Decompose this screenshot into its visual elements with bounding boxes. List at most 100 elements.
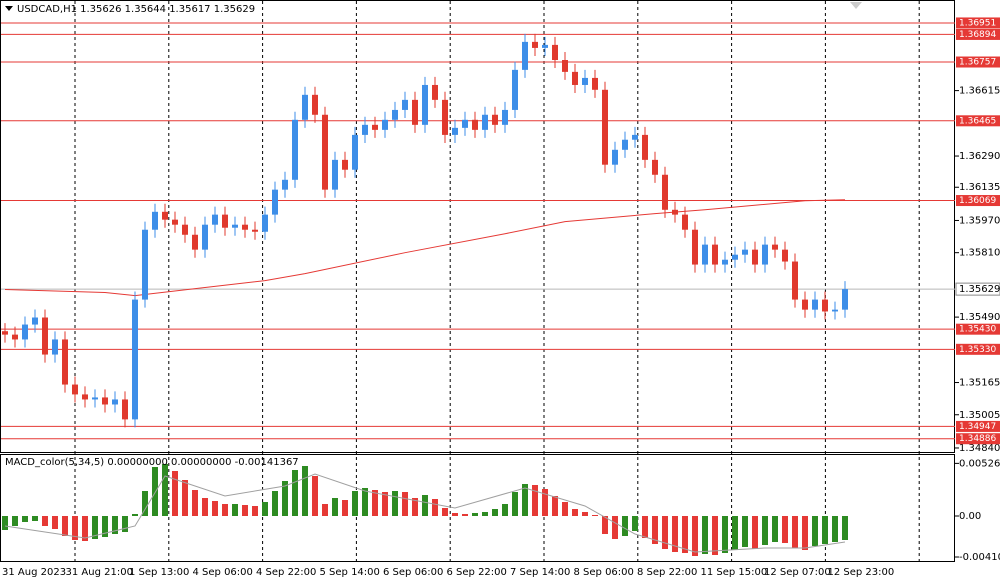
- level-label-box: [956, 56, 1000, 68]
- x-tick-label: 31 Aug 2023: [2, 567, 66, 578]
- level-label: 1.36894: [959, 30, 996, 40]
- candle-body: [62, 339, 68, 385]
- candle-body: [802, 299, 808, 310]
- candle-body: [52, 339, 58, 355]
- candle-body: [72, 384, 78, 395]
- macd-bar: [152, 467, 158, 516]
- x-tick-label: 12 Sep 07:00: [764, 567, 831, 578]
- macd-bar: [132, 514, 138, 516]
- candle-body: [492, 114, 498, 125]
- macd-bar: [832, 516, 838, 542]
- candle-body: [102, 397, 108, 405]
- candle-body: [362, 124, 368, 135]
- current-price-label: 1.35629: [959, 284, 1000, 295]
- macd-bar: [92, 516, 98, 539]
- candle-body: [232, 224, 238, 228]
- level-label: 1.34947: [959, 422, 996, 432]
- macd-bar: [652, 516, 658, 544]
- candle-body: [522, 41, 528, 70]
- macd-y-tick-label: -0.0041014: [959, 552, 1000, 563]
- macd-bar: [762, 516, 768, 545]
- candle-body: [742, 249, 748, 255]
- candle-body: [562, 59, 568, 72]
- macd-bar: [102, 516, 108, 537]
- x-tick-label: 8 Sep 22:00: [637, 567, 697, 578]
- macd-bar: [752, 516, 758, 549]
- macd-bar: [282, 481, 288, 516]
- y-tick-label: 1.36135: [959, 182, 1000, 193]
- macd-bar: [542, 489, 548, 516]
- candle-body: [542, 44, 548, 48]
- x-tick-label: 7 Sep 14:00: [510, 567, 570, 578]
- macd-bar: [482, 512, 488, 516]
- candle-body: [702, 244, 708, 265]
- macd-bar: [712, 516, 718, 555]
- level-label-box: [956, 195, 1000, 207]
- candle-body: [732, 254, 738, 260]
- level-label-box: [956, 323, 1000, 335]
- candle-body: [152, 211, 158, 230]
- candle-body: [712, 244, 718, 265]
- candle-body: [92, 397, 98, 400]
- macd-bar: [472, 513, 478, 516]
- y-tick-label: 1.35970: [959, 215, 1000, 226]
- macd-signal: [4, 473, 846, 553]
- macd-bar: [592, 515, 598, 516]
- macd-bar: [822, 516, 828, 544]
- macd-bar: [802, 516, 808, 550]
- level-label-box: [956, 28, 1000, 40]
- candle-body: [472, 119, 478, 130]
- macd-bar: [642, 516, 648, 538]
- scroll-marker: [850, 2, 862, 9]
- candle-body: [162, 211, 168, 220]
- macd-bar: [42, 516, 48, 526]
- candle-body: [342, 159, 348, 170]
- macd-bar: [362, 488, 368, 516]
- level-label-box: [956, 420, 1000, 432]
- chart-title: USDCAD,H1 1.35626 1.35644 1.35617 1.3562…: [17, 4, 255, 15]
- macd-bar: [322, 504, 328, 516]
- candle-body: [582, 77, 588, 85]
- macd-bar: [402, 492, 408, 516]
- y-tick-label: 1.36290: [959, 151, 1000, 162]
- candle-body: [612, 149, 618, 165]
- macd-bar: [232, 504, 238, 516]
- level-label: 1.36465: [959, 116, 996, 126]
- candle-body: [402, 99, 408, 110]
- candle-body: [272, 189, 278, 215]
- macd-bar: [782, 516, 788, 543]
- y-tick-label: 1.34840: [959, 443, 1000, 454]
- x-tick-label: 31 Aug 21:00: [66, 567, 133, 578]
- candle-body: [262, 214, 268, 232]
- macd-bar: [122, 516, 128, 532]
- level-label: 1.34886: [959, 434, 996, 444]
- y-tick-label: 1.35810: [959, 248, 1000, 259]
- candle-body: [652, 159, 658, 175]
- macd-bar: [502, 504, 508, 516]
- current-price-box: [955, 282, 1000, 296]
- level-label-box: [956, 433, 1000, 445]
- macd-bar: [432, 499, 438, 516]
- level-label-box: [956, 115, 1000, 127]
- macd-bar: [212, 501, 218, 516]
- macd-bar: [202, 498, 208, 516]
- macd-bar: [72, 516, 78, 540]
- macd-bar: [182, 480, 188, 516]
- candle-body: [442, 99, 448, 135]
- macd-bar: [602, 516, 608, 534]
- macd-bar: [812, 516, 818, 546]
- candle-body: [832, 309, 838, 312]
- candle-body: [822, 299, 828, 312]
- macd-bar: [32, 516, 38, 521]
- candle-body: [622, 139, 628, 150]
- candle-body: [752, 249, 758, 265]
- menu-arrow: [5, 6, 13, 11]
- macd-bar: [522, 484, 528, 516]
- x-tick-label: 4 Sep 22:00: [256, 567, 316, 578]
- candle-body: [532, 41, 538, 48]
- macd-bar: [612, 516, 618, 539]
- price-pane: [0, 0, 955, 453]
- macd-bar: [742, 516, 748, 547]
- candle-body: [182, 224, 188, 235]
- candle-body: [242, 224, 248, 230]
